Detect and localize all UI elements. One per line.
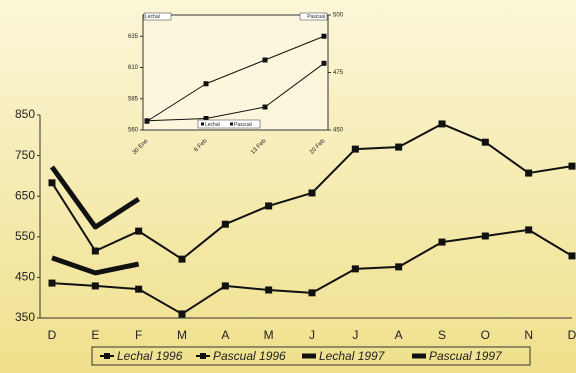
y-tick-label: 650 [15, 188, 35, 202]
marker [178, 255, 186, 263]
axis-title: Lechal [145, 14, 160, 20]
series-line [51, 255, 140, 276]
marker [91, 282, 99, 290]
legend-label: Lechal 1996 [117, 349, 183, 363]
marker [481, 232, 489, 240]
axis-title-box [299, 12, 328, 21]
legend-label: Pascual 1997 [429, 349, 503, 363]
marker [525, 169, 533, 177]
legend-marker [201, 122, 204, 126]
axis-title: Pascual [307, 14, 325, 20]
y2-tick-label: 500 [333, 13, 344, 19]
x-tick-label: D [48, 328, 57, 342]
marker [48, 179, 56, 187]
marker [203, 116, 209, 121]
marker [395, 263, 403, 271]
y-tick-label: 850 [15, 107, 35, 121]
legend-label: Lechal [205, 122, 220, 128]
marker [438, 238, 446, 246]
inset-frame [142, 14, 329, 131]
x-tick-label: S [438, 328, 446, 342]
legend-label: Pascual 1996 [213, 349, 286, 363]
inset-legend-box [197, 119, 261, 129]
marker [438, 120, 446, 128]
x-tick-label: M [177, 328, 187, 342]
x-tick-label: M [264, 328, 274, 342]
y-tick-label: 450 [15, 270, 35, 284]
series-line [146, 35, 325, 122]
x-tick-label: J [352, 328, 358, 342]
marker [481, 138, 489, 146]
marker [308, 289, 316, 297]
marker [262, 57, 268, 63]
marker [568, 162, 576, 170]
x-tick-label: D [568, 328, 576, 342]
y-tick-label: 585 [128, 96, 139, 102]
marker [321, 60, 327, 66]
y-tick-label: 550 [15, 229, 35, 243]
x-tick-label: F [135, 328, 142, 342]
marker [351, 265, 359, 273]
marker [203, 81, 209, 87]
marker [262, 104, 268, 110]
marker [568, 252, 576, 260]
marker [135, 285, 143, 293]
y-tick-label: 635 [128, 34, 139, 40]
legend-marker [200, 353, 206, 359]
y-tick-label: 350 [15, 310, 35, 324]
marker [265, 286, 273, 294]
y2-tick-label: 475 [333, 70, 344, 76]
series-line [146, 62, 325, 122]
y-tick-label: 560 [128, 128, 139, 134]
marker [221, 220, 229, 228]
x-tick-label: J [309, 328, 315, 342]
marker [178, 310, 186, 318]
x-tick-label: N [524, 328, 533, 342]
marker [308, 189, 316, 197]
series-line [49, 165, 141, 230]
legend-box [91, 346, 531, 366]
x-tick-label: A [221, 328, 229, 342]
y-tick-label: 750 [15, 148, 35, 162]
legend-label: Pascual [234, 122, 252, 128]
legend-label: Lechal 1997 [319, 349, 386, 363]
marker [321, 33, 327, 39]
x-tick-label: A [395, 328, 403, 342]
legend-marker [230, 122, 233, 126]
marker [265, 202, 273, 210]
y2-tick-label: 450 [333, 128, 344, 134]
marker [135, 227, 143, 235]
x-tick-label: O [481, 328, 490, 342]
marker [221, 282, 229, 290]
legend-marker [104, 353, 110, 359]
y-tick-label: 610 [128, 65, 139, 71]
x-tick-label: E [91, 328, 99, 342]
marker [91, 247, 99, 255]
axis-title-box [143, 12, 172, 21]
marker [525, 226, 533, 234]
marker [48, 279, 56, 287]
marker [395, 143, 403, 151]
marker [351, 145, 359, 153]
marker [144, 118, 150, 124]
